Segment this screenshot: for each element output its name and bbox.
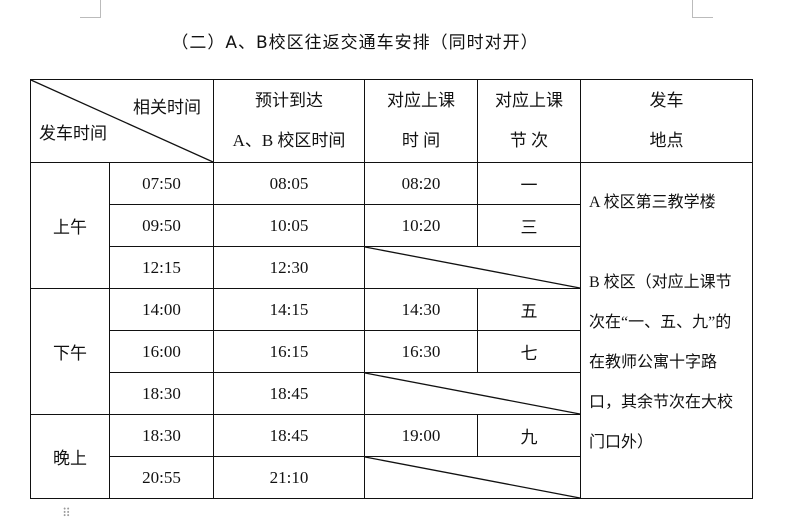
empty-cell xyxy=(364,456,581,499)
depart-time: 16:00 xyxy=(109,330,214,373)
corner-header-cell: 相关时间 发车时间 xyxy=(30,79,214,163)
page-corner-mark xyxy=(692,0,713,18)
class-time: 19:00 xyxy=(364,414,478,457)
arrive-time: 18:45 xyxy=(213,372,365,415)
class-time: 10:20 xyxy=(364,204,478,247)
table-row: 下午 14:00 14:15 14:30 五 xyxy=(30,288,753,415)
section-title: （二）A、B校区往返交通车安排（同时对开） xyxy=(171,33,539,53)
class-time: 14:30 xyxy=(364,288,478,331)
table-row: 晚上 18:30 18:45 19:00 九 xyxy=(30,414,753,499)
empty-cell xyxy=(364,372,581,415)
depart-time: 12:15 xyxy=(109,246,214,289)
depart-time: 18:30 xyxy=(109,372,214,415)
table-row: 16:00 16:15 16:30 七 xyxy=(31,330,753,373)
arrive-time: 10:05 xyxy=(213,204,365,247)
class-time: 08:20 xyxy=(364,162,478,205)
class-period: 五 xyxy=(477,288,581,331)
arrive-time: 21:10 xyxy=(213,456,365,499)
period-group: 下午 xyxy=(30,288,110,415)
header-related-time: 相关时间 xyxy=(133,98,201,117)
depart-time: 18:30 xyxy=(109,414,214,457)
class-period: 七 xyxy=(477,330,581,373)
empty-cell-diagonal xyxy=(365,247,580,288)
header-place: 发车 地点 xyxy=(580,79,753,163)
place-b: B 校区（对应上课节次在“一、五、九”的在教师公寓十字路口，其余节次在大校门口外… xyxy=(589,274,734,451)
class-period: 九 xyxy=(477,414,581,457)
arrive-time: 08:05 xyxy=(213,162,365,205)
class-period: 一 xyxy=(477,162,581,205)
class-period: 三 xyxy=(477,204,581,247)
header-depart-time: 发车时间 xyxy=(39,124,107,143)
page-corner-mark xyxy=(80,0,101,18)
class-time: 16:30 xyxy=(364,330,478,373)
arrive-time: 18:45 xyxy=(213,414,365,457)
empty-cell-diagonal xyxy=(365,373,580,414)
depart-time: 07:50 xyxy=(109,162,214,205)
depart-place: A 校区第三教学楼 B 校区（对应上课节次在“一、五、九”的在教师公寓十字路口，其… xyxy=(580,162,753,499)
empty-cell xyxy=(364,246,581,289)
arrive-time: 12:30 xyxy=(213,246,365,289)
period-group: 晚上 xyxy=(30,414,110,499)
table-move-handle[interactable]: ⠿ xyxy=(62,506,72,520)
header-class-time: 对应上课时 间 xyxy=(364,79,478,163)
depart-time: 14:00 xyxy=(109,288,214,331)
header-arrive: 预计到达 A、B 校区时间 xyxy=(213,79,365,163)
table-row: 20:55 21:10 xyxy=(31,456,753,499)
depart-time: 09:50 xyxy=(109,204,214,247)
place-a: A 校区第三教学楼 xyxy=(589,194,716,211)
table-row: 上午 07:50 08:05 08:20 一 A 校区第三教学楼 B 校区（对应上课节次在“… xyxy=(30,162,753,499)
depart-time: 20:55 xyxy=(109,456,214,499)
header-period: 对应上课节 次 xyxy=(477,79,581,163)
arrive-time: 16:15 xyxy=(213,330,365,373)
empty-cell-diagonal xyxy=(365,457,580,498)
period-group: 上午 xyxy=(30,162,110,289)
shuttle-schedule-table: 相关时间 发车时间 预计到达 A、B 校区时间 对应上课时 间 对应上课节 次 发… xyxy=(30,79,753,499)
arrive-time: 14:15 xyxy=(213,288,365,331)
